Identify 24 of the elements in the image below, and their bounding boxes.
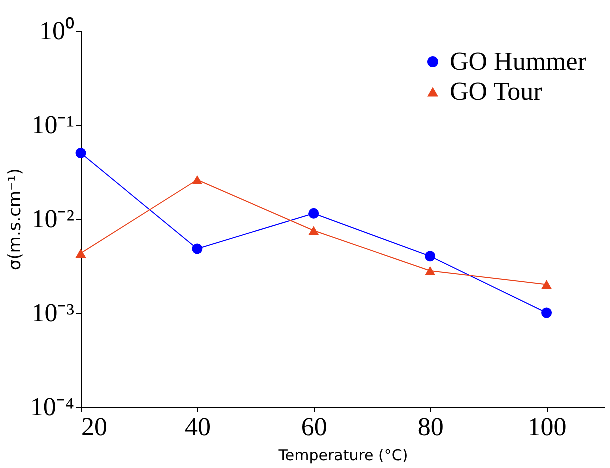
point [542, 308, 552, 318]
x-axis-title: Temperature (°C) [278, 446, 408, 464]
point [425, 251, 436, 262]
y-tick-label: 10⁰ [40, 16, 74, 46]
x-tick-label: 60 [301, 412, 328, 442]
point [76, 148, 86, 159]
y-axis-title: σ(m.s.cm⁻¹) [5, 168, 26, 270]
x-tick-label: 80 [418, 412, 444, 442]
point [425, 266, 436, 276]
legend-label: GO Hummer [450, 47, 587, 76]
y-tick-label: 10⁻¹ [32, 110, 74, 140]
point [308, 208, 320, 219]
x-tick-label: 100 [528, 412, 567, 442]
y-tick-label: 10⁻² [32, 204, 75, 234]
point [542, 280, 552, 290]
point [308, 226, 320, 236]
y-tick-label: 10⁻³ [32, 298, 75, 328]
y-tick-label: 10⁻⁴ [30, 392, 74, 422]
x-tick-label: 40 [184, 412, 211, 442]
point [76, 248, 86, 258]
legend-label: GO Tour [450, 77, 543, 106]
point [192, 175, 203, 185]
point [192, 244, 203, 254]
x-tick-label: 20 [82, 412, 108, 442]
